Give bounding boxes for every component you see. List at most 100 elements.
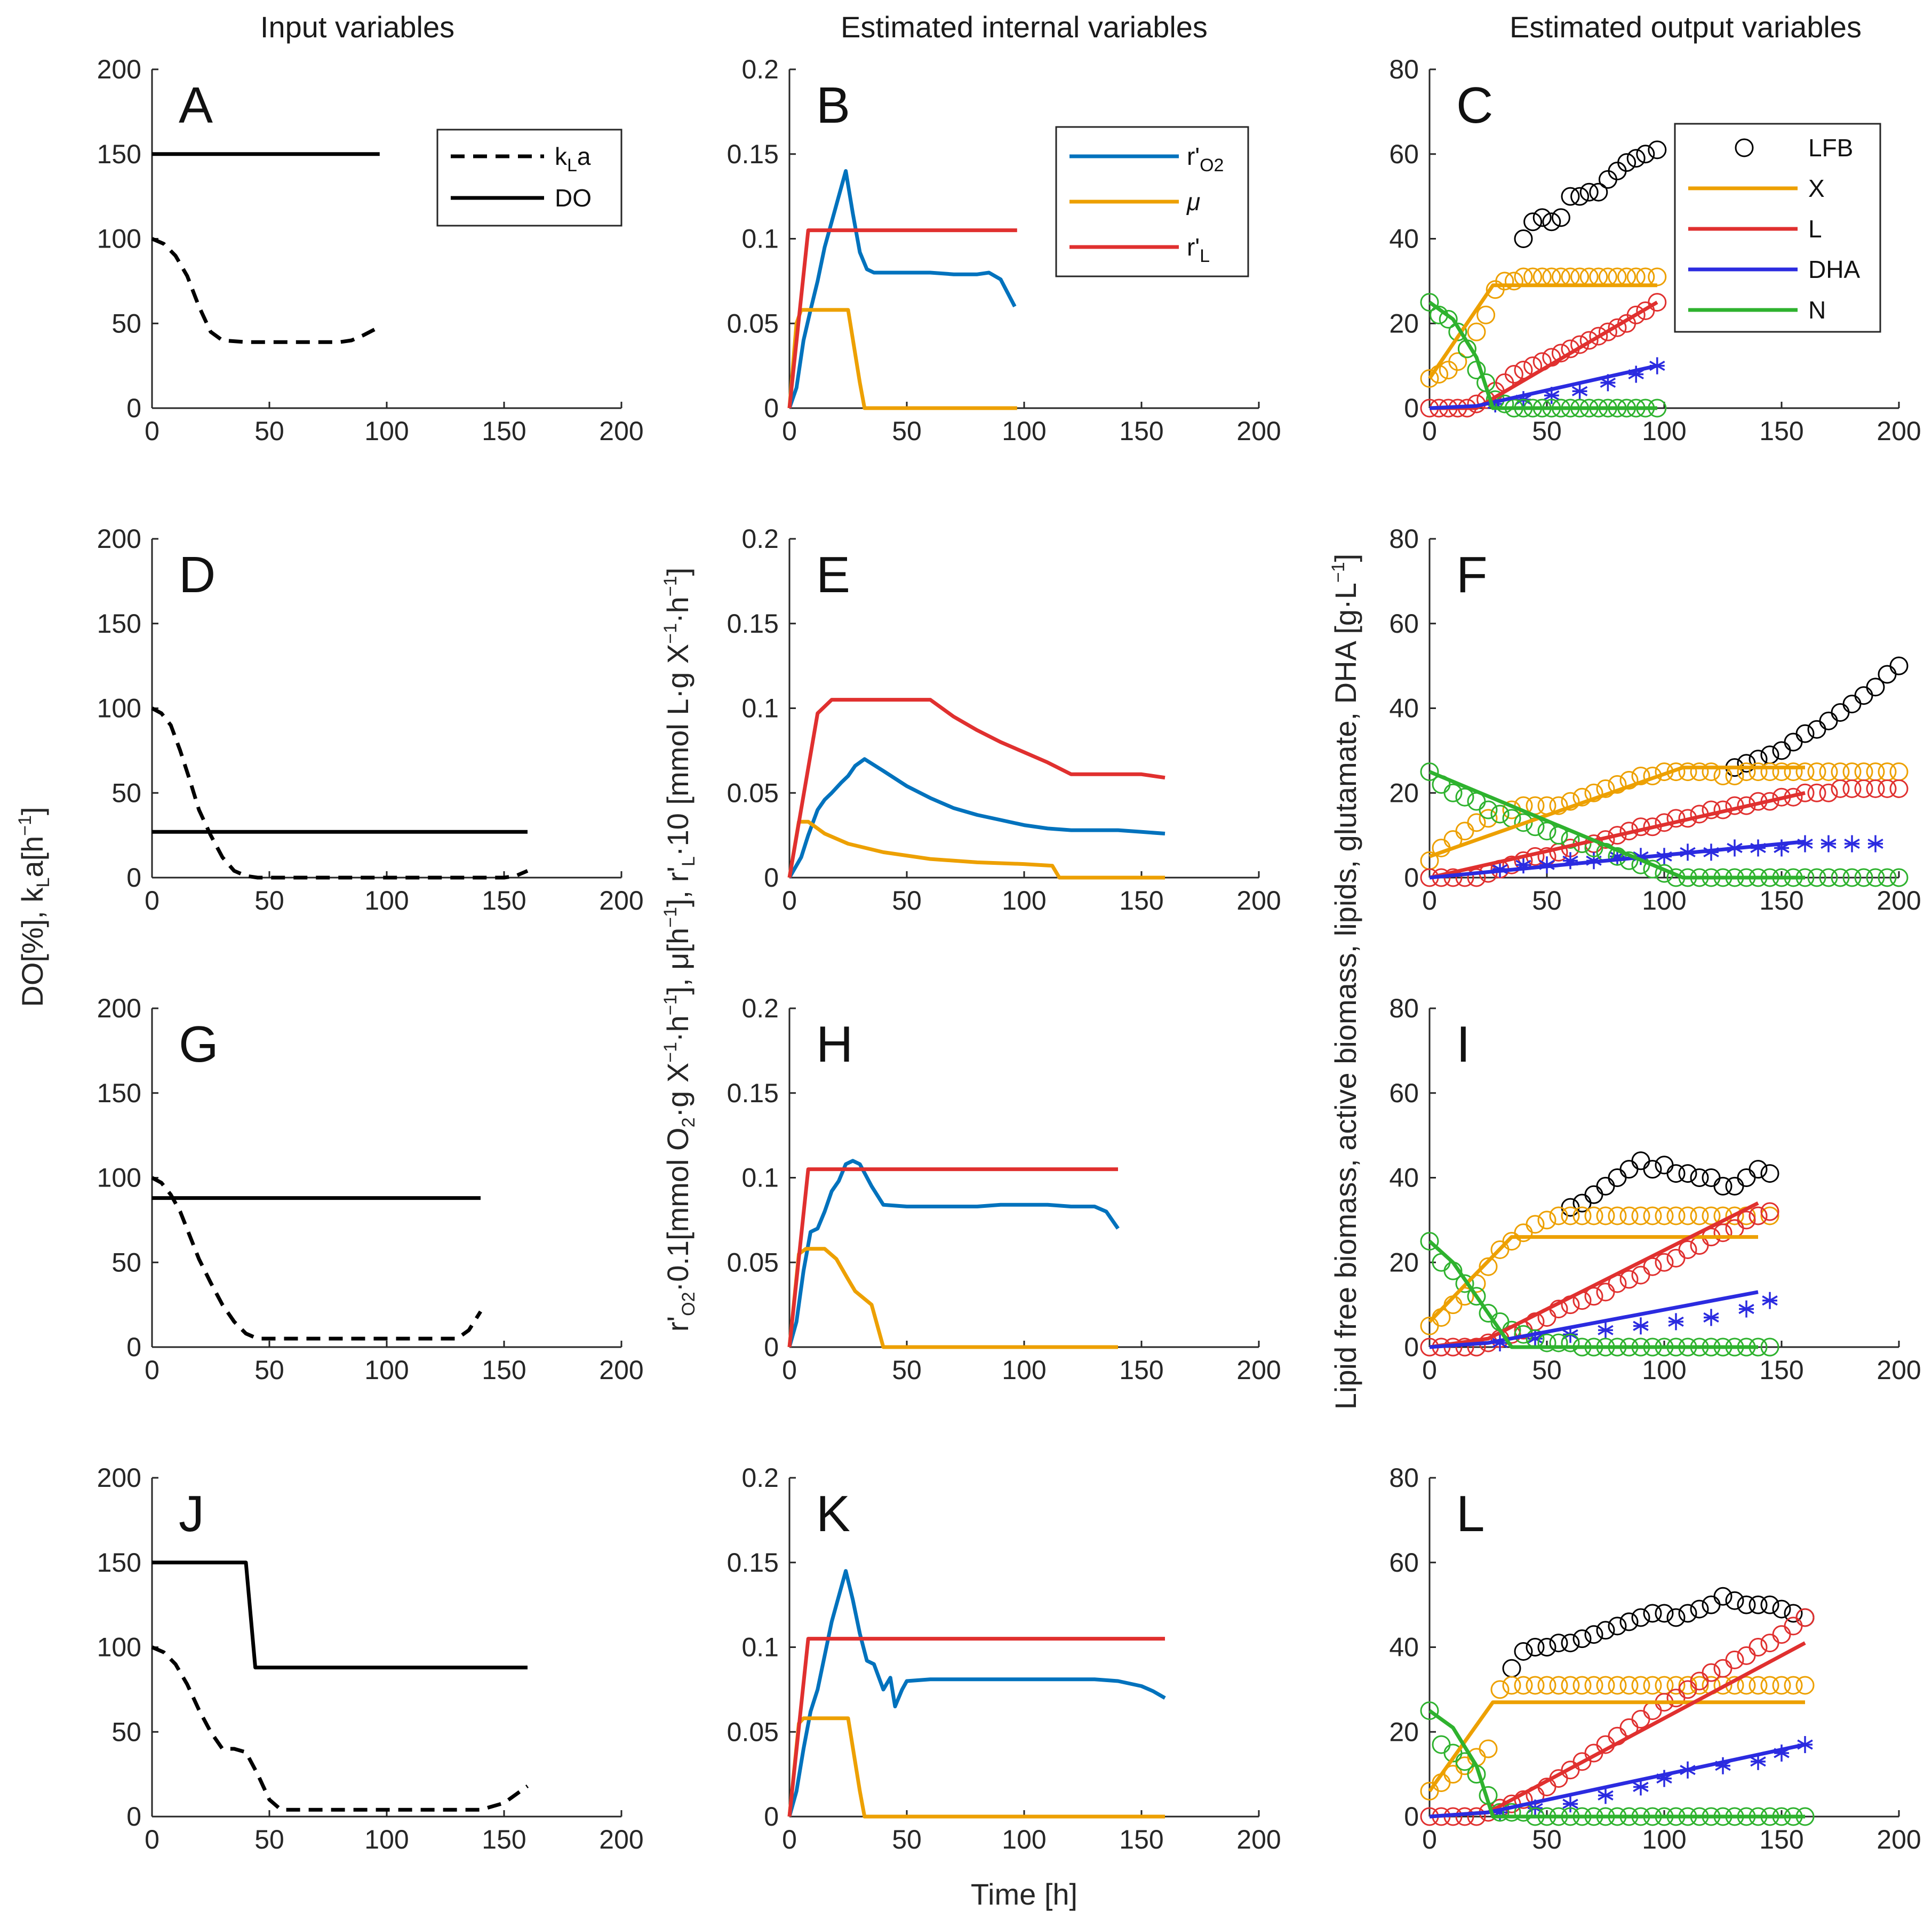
data-point-X [1655,1206,1674,1225]
x-tick-label: 0 [145,886,159,915]
y-tick-label: 40 [1389,224,1419,254]
panel-D: 0 50 100 150 200 0 50 100 150 200 D [97,524,644,915]
data-point-LFB [1542,212,1561,232]
series-line-DHA_model [1429,1290,1759,1349]
data-point-L [1690,1236,1709,1255]
data-point-N [1455,1274,1474,1293]
data-point-X [1666,1676,1686,1695]
legend-label: DHA [1808,256,1860,283]
data-point-LFB [1842,695,1862,714]
data-point-N [1866,868,1885,887]
data-point-N [1831,868,1850,887]
y-tick-label: 200 [97,54,141,84]
panel-F: 0 50 100 150 200 0 20 40 60 80 F [1389,524,1921,915]
data-point-X [1537,1211,1556,1230]
data-point-LFB [1549,1634,1568,1653]
data-point-DHA [1867,835,1883,853]
data-point-LFB [1725,1591,1744,1610]
y-tick-label: 0 [126,863,141,893]
data-point-LFB [1666,1608,1686,1627]
data-point-L [1760,1202,1779,1221]
x-tick-label: 100 [1642,1825,1686,1854]
y-tick-label: 0.2 [741,1463,779,1493]
data-point-X [1549,1676,1568,1695]
panel-I: 0 50 100 150 200 0 20 40 60 80 I [1389,993,1921,1385]
series-line-X_model [1428,1700,1805,1793]
y-tick-label: 0 [126,1802,141,1832]
data-point-X [1579,267,1599,286]
series-line-μ [787,819,1165,880]
data-point-X [1420,369,1439,388]
data-point-LFB [1596,1176,1615,1196]
data-point-LFB [1514,1642,1533,1661]
y-tick-label: 100 [97,1163,141,1193]
data-point-L [1795,783,1815,802]
data-point-LFB [1570,187,1590,206]
panel-letter-G: G [179,1016,219,1073]
data-point-LFB [1655,1604,1674,1623]
x-tick-label: 150 [1119,886,1163,915]
legend-label: μ [1186,188,1200,216]
data-point-X [1772,1676,1791,1695]
series-line-N_model [1428,1240,1758,1349]
data-point-X [1678,1206,1697,1225]
data-point-LFB [1819,711,1838,730]
x-tick-label: 150 [1759,416,1803,446]
data-point-X [1514,267,1533,286]
data-point-N [1878,868,1897,887]
data-point-L [1596,1283,1615,1302]
data-point-LFB [1772,741,1791,760]
data-point-X [1608,267,1627,286]
data-point-N [1432,1735,1451,1754]
legend-label: DO [555,184,592,212]
data-point-L [1725,1650,1744,1669]
data-point-L [1854,779,1873,798]
y-tick-label: 0 [1404,1332,1419,1362]
data-point-DHA [1703,1309,1719,1326]
y-tick-label: 80 [1389,993,1419,1023]
x-tick-label: 200 [599,1825,643,1854]
data-point-N [1490,805,1510,824]
data-point-LFB [1596,1621,1615,1640]
data-point-L [1666,1248,1686,1268]
left-y-axis-label: DO[%], kLa[h−1] [15,807,53,1007]
data-point-X [1467,813,1486,832]
series-line-DHA_model [1429,1742,1806,1819]
data-point-L [1725,1219,1744,1238]
data-point-LFB [1636,145,1655,164]
data-point-LFB [1537,1638,1556,1657]
panel-letter-F: F [1456,546,1488,603]
series-line-μ [787,308,1017,410]
y-tick-label: 0.05 [727,308,779,338]
x-tick-label: 100 [1642,1355,1686,1385]
x-tick-label: 100 [1002,886,1046,915]
data-point-X [1666,1206,1686,1225]
x-tick-label: 100 [1642,886,1686,915]
y-tick-label: 0.1 [741,1163,779,1193]
panel-letter-L: L [1456,1485,1484,1542]
x-tick-label: 50 [1532,416,1562,446]
data-point-LFB [1626,149,1646,168]
data-point-LFB [1737,1595,1756,1614]
x-tick-label: 50 [254,1355,284,1385]
y-tick-label: 0 [764,1332,779,1362]
data-point-L [1608,318,1627,337]
y-tick-label: 0.2 [741,54,779,84]
data-point-LFB [1608,1168,1627,1187]
data-point-N [1854,868,1873,887]
data-point-X [1760,1206,1779,1225]
column-title-input: Input variables [260,10,454,44]
data-point-X [1526,1676,1545,1695]
x-tick-label: 150 [1759,886,1803,915]
data-point-X [1749,1676,1768,1695]
data-point-DHA [1844,835,1860,853]
data-point-L [1655,1253,1674,1272]
x-tick-label: 100 [364,416,409,446]
x-tick-label: 0 [1422,1355,1437,1385]
data-point-LFB [1866,678,1885,697]
x-tick-label: 100 [1002,1355,1046,1385]
y-tick-label: 150 [97,609,141,639]
data-point-DHA [1762,1292,1778,1309]
data-point-L [1784,1617,1803,1636]
